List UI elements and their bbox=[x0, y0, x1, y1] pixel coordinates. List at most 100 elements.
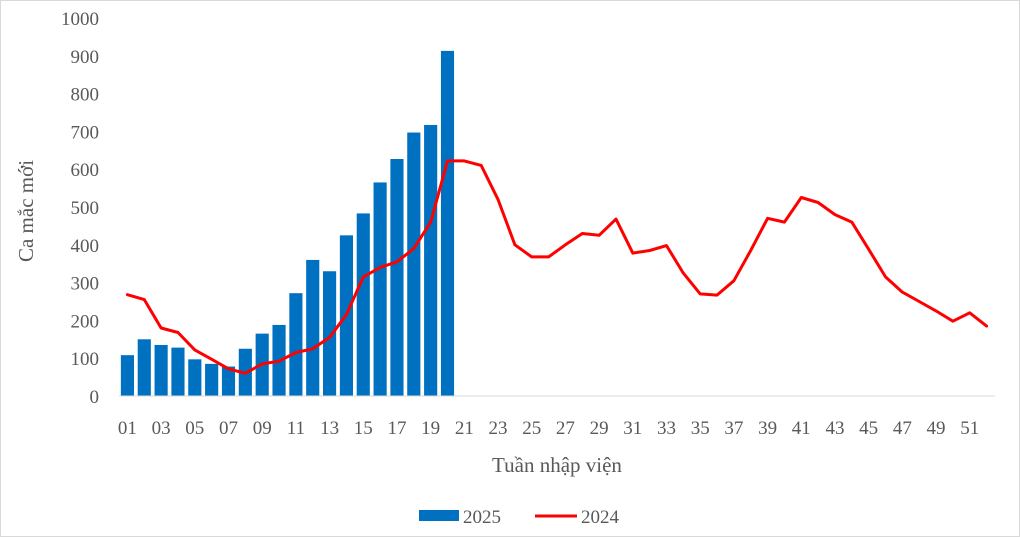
point-2024-week-16 bbox=[378, 266, 382, 269]
bar-2025-week-1 bbox=[120, 355, 134, 396]
y-tick-label: 1000 bbox=[61, 9, 99, 30]
x-tick-label: 47 bbox=[893, 418, 912, 439]
x-tick-label: 37 bbox=[724, 418, 743, 439]
x-tick-label: 39 bbox=[758, 418, 777, 439]
point-2024-week-43 bbox=[833, 213, 837, 216]
bar-2025-week-4 bbox=[171, 347, 185, 396]
x-tick-label: 31 bbox=[623, 418, 642, 439]
point-2024-week-50 bbox=[951, 319, 955, 323]
line-2024 bbox=[125, 159, 989, 375]
point-2024-week-46 bbox=[884, 275, 887, 279]
point-2024-week-10 bbox=[277, 360, 281, 363]
point-2024-week-33 bbox=[665, 244, 668, 247]
point-2024-week-51 bbox=[968, 311, 971, 315]
bar-2025-week-7 bbox=[221, 366, 236, 396]
point-2024-week-3 bbox=[159, 326, 163, 330]
point-2024-week-4 bbox=[176, 331, 180, 334]
legend-label-2024: 2024 bbox=[581, 507, 620, 528]
point-2024-week-35 bbox=[698, 292, 702, 296]
x-tick-label: 07 bbox=[219, 418, 238, 439]
legend-swatch-2025 bbox=[419, 510, 459, 521]
point-2024-week-9 bbox=[260, 362, 264, 366]
point-2024-week-24 bbox=[513, 243, 517, 246]
x-tick-label: 17 bbox=[387, 418, 406, 439]
point-2024-week-15 bbox=[362, 275, 365, 279]
x-tick-label: 29 bbox=[590, 418, 609, 439]
x-tick-label: 15 bbox=[354, 418, 373, 439]
x-tick-label: 33 bbox=[657, 418, 676, 439]
bar-2025-week-20 bbox=[440, 50, 455, 397]
y-tick-label: 900 bbox=[71, 47, 100, 68]
bar-series-2025 bbox=[120, 50, 455, 397]
point-2024-week-45 bbox=[867, 248, 870, 251]
x-tick-label: 23 bbox=[489, 418, 508, 439]
x-tick-label: 19 bbox=[421, 418, 440, 439]
point-2024-week-37 bbox=[732, 279, 736, 282]
y-tick-label: 800 bbox=[71, 85, 100, 106]
x-tick-label: 13 bbox=[320, 418, 339, 439]
bar-2025-week-15 bbox=[356, 213, 370, 396]
y-tick-label: 200 bbox=[71, 311, 100, 332]
point-2024-week-22 bbox=[479, 164, 483, 167]
point-2024-week-23 bbox=[496, 198, 500, 201]
bar-2025-week-19 bbox=[424, 124, 438, 396]
x-tick-label: 03 bbox=[152, 418, 171, 439]
point-2024-week-20 bbox=[446, 159, 449, 163]
point-2024-week-5 bbox=[193, 348, 197, 352]
x-tick-label: 43 bbox=[825, 418, 844, 439]
point-2024-week-41 bbox=[800, 196, 803, 199]
point-2024-week-29 bbox=[597, 234, 601, 237]
x-tick-label: 41 bbox=[792, 418, 811, 439]
point-2024-week-25 bbox=[530, 255, 533, 259]
y-tick-label: 600 bbox=[71, 160, 100, 181]
x-tick-label: 21 bbox=[455, 418, 474, 439]
point-2024-week-17 bbox=[395, 260, 399, 264]
point-2024-week-1 bbox=[126, 293, 129, 296]
x-tick-label: 51 bbox=[960, 418, 979, 439]
point-2024-week-2 bbox=[143, 298, 146, 301]
y-tick-label: 500 bbox=[71, 198, 100, 219]
legend-label-2025: 2025 bbox=[463, 507, 501, 528]
point-2024-week-44 bbox=[850, 220, 854, 224]
point-2024-week-34 bbox=[682, 271, 685, 275]
bar-2025-week-5 bbox=[188, 359, 202, 396]
bar-2025-week-6 bbox=[205, 363, 219, 396]
bar-2025-week-2 bbox=[137, 339, 151, 396]
point-2024-week-48 bbox=[917, 300, 921, 303]
x-axis-title: Tuần nhập viện bbox=[492, 453, 622, 477]
point-2024-week-13 bbox=[328, 336, 331, 339]
x-tick-label: 05 bbox=[185, 418, 204, 439]
point-2024-week-38 bbox=[749, 249, 752, 252]
y-tick-label: 700 bbox=[71, 122, 100, 143]
bar-2025-week-3 bbox=[154, 344, 168, 396]
bar-2025-week-13 bbox=[323, 271, 337, 396]
point-2024-week-11 bbox=[294, 351, 298, 354]
point-2024-week-32 bbox=[648, 249, 651, 252]
bar-2025-week-18 bbox=[407, 132, 421, 396]
point-2024-week-36 bbox=[715, 293, 719, 297]
point-2024-week-30 bbox=[614, 217, 618, 221]
bar-2025-week-11 bbox=[289, 293, 303, 396]
point-2024-week-47 bbox=[901, 290, 904, 294]
x-tick-label: 49 bbox=[927, 418, 946, 439]
point-2024-week-40 bbox=[783, 220, 786, 224]
bar-2025-week-12 bbox=[306, 259, 320, 396]
y-tick-label: 300 bbox=[71, 274, 100, 295]
bar-2025-week-17 bbox=[390, 158, 404, 396]
point-2024-week-26 bbox=[547, 255, 550, 259]
point-2024-week-8 bbox=[244, 372, 247, 375]
point-2024-week-7 bbox=[227, 367, 230, 370]
point-2024-week-39 bbox=[766, 217, 769, 220]
line-series-2024 bbox=[125, 159, 989, 375]
point-2024-week-49 bbox=[934, 309, 938, 313]
point-2024-week-18 bbox=[412, 247, 416, 250]
point-2024-week-6 bbox=[210, 358, 213, 361]
x-tick-label: 27 bbox=[556, 418, 575, 439]
point-2024-week-14 bbox=[345, 313, 348, 316]
point-2024-week-21 bbox=[463, 159, 466, 163]
x-tick-label: 01 bbox=[118, 418, 137, 439]
point-2024-week-27 bbox=[564, 243, 567, 246]
point-2024-week-31 bbox=[631, 251, 635, 255]
x-tick-label: 45 bbox=[859, 418, 878, 439]
